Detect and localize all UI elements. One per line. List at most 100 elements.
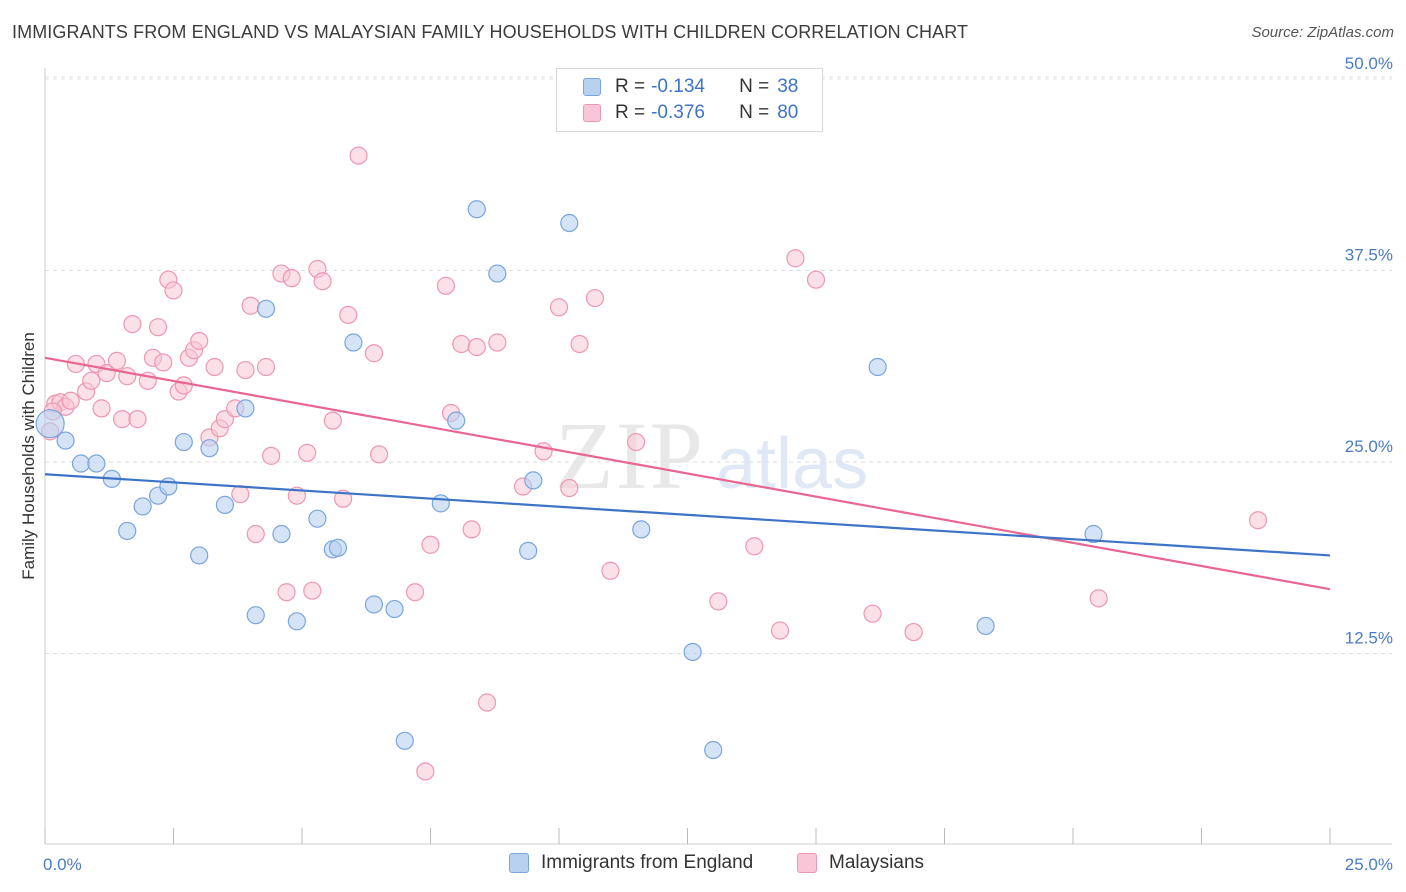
x-tick-label: 0.0% <box>43 855 82 874</box>
malaysians-point <box>339 305 358 325</box>
legend-r-label: R = <box>615 102 646 123</box>
england-point <box>272 524 291 544</box>
england-point <box>431 494 450 513</box>
malaysians-point <box>601 561 620 580</box>
malaysians-point <box>626 432 646 452</box>
malaysians-point <box>190 331 209 351</box>
malaysians-point <box>549 298 569 317</box>
malaysians-point <box>370 445 389 464</box>
england-point <box>236 399 255 418</box>
malaysians-point <box>82 371 101 390</box>
malaysians-point <box>282 269 301 288</box>
malaysians-point <box>246 524 265 544</box>
england-point <box>287 612 306 631</box>
england-point <box>488 264 507 283</box>
y-tick-label: 12.5% <box>1345 629 1393 648</box>
malaysians-point <box>904 622 923 642</box>
malaysians-point <box>349 146 368 165</box>
malaysians-point <box>467 338 486 357</box>
legend-item-england: Immigrants from England <box>509 852 753 874</box>
malaysians-point <box>786 249 805 268</box>
chart-title: IMMIGRANTS FROM ENGLAND VS MALAYSIAN FAM… <box>12 22 969 42</box>
malaysians-point <box>477 693 497 712</box>
y-tick-label: 37.5% <box>1345 246 1393 265</box>
malaysians-point <box>452 334 471 354</box>
legend-r-label: R = <box>615 76 646 97</box>
legend-swatch-england <box>509 853 529 873</box>
malaysians-trend-line <box>44 356 1331 591</box>
malaysians-point <box>92 399 111 418</box>
legend-r-value: -0.134 <box>651 76 705 97</box>
y-tick-label: 50.0% <box>1345 54 1393 73</box>
england-point <box>560 213 579 233</box>
malaysians-point <box>128 410 147 429</box>
malaysians-point <box>123 315 142 334</box>
malaysians-point <box>405 583 425 602</box>
malaysians-point <box>585 288 605 308</box>
malaysians-point <box>298 443 317 462</box>
england-point <box>704 740 723 760</box>
legend-swatch-malaysians <box>797 853 817 873</box>
source-label: Source: ZipAtlas.com <box>1251 24 1394 41</box>
malaysians-point <box>277 583 296 602</box>
axes <box>44 68 1392 845</box>
england-point <box>87 454 106 473</box>
trend-lines <box>44 356 1331 591</box>
malaysians-point <box>61 391 80 410</box>
england-point <box>246 606 265 625</box>
malaysians-point <box>488 333 507 352</box>
england-point <box>1084 524 1103 544</box>
malaysians-point <box>313 272 332 291</box>
y-tick-label: 25.0% <box>1345 437 1393 456</box>
legend-row-england: R = -0.134 N = 38 <box>583 75 798 99</box>
malaysians-point <box>236 360 255 380</box>
malaysians-point <box>323 411 342 430</box>
england-point <box>524 471 543 490</box>
legend-swatch-england <box>583 78 601 96</box>
correlation-legend: R = -0.134 N = 38 R = -0.376 N = 80 <box>556 68 823 132</box>
england-point <box>190 546 209 565</box>
malaysians-point <box>334 489 353 508</box>
england-point <box>976 616 995 636</box>
malaysians-point <box>231 485 250 504</box>
england-point <box>133 497 152 516</box>
england-point <box>174 432 193 452</box>
malaysians-point <box>1089 589 1108 608</box>
malaysians-point <box>745 537 764 556</box>
malaysians-point <box>416 762 435 781</box>
malaysians-point <box>421 535 440 554</box>
y-axis-label: Family Households with Children <box>19 332 38 580</box>
legend-n-label: N = <box>739 102 770 123</box>
malaysians-point <box>436 276 456 295</box>
malaysians-point <box>164 281 183 300</box>
legend-swatch-malaysians <box>583 104 601 122</box>
legend-n-value: 80 <box>777 102 799 123</box>
watermark-zip: ZIP <box>555 402 705 509</box>
england-point <box>215 495 234 514</box>
legend-r-value: -0.376 <box>651 102 705 123</box>
england-point <box>868 357 887 377</box>
malaysians-point <box>560 478 579 498</box>
malaysians-point <box>154 353 173 372</box>
england-point <box>200 439 219 458</box>
legend-row-malaysians: R = -0.376 N = 80 <box>583 101 798 125</box>
england-point <box>256 299 276 318</box>
england-point <box>56 431 75 450</box>
england-point <box>71 454 91 473</box>
watermark-atlas: atlas <box>716 424 868 504</box>
legend-item-malaysians: Malaysians <box>797 852 924 874</box>
malaysians-points <box>41 146 1268 781</box>
malaysians-point <box>1248 511 1268 530</box>
malaysians-point <box>262 446 281 465</box>
england-point <box>385 599 404 619</box>
england-point <box>364 595 384 614</box>
legend-n-value: 38 <box>777 76 799 97</box>
series-legend: Immigrants from England Malaysians <box>0 850 1406 880</box>
malaysians-point <box>570 334 589 354</box>
malaysians-point <box>112 410 132 429</box>
malaysians-point <box>709 592 728 611</box>
watermark: ZIP atlas <box>555 402 868 509</box>
malaysians-point <box>174 376 193 395</box>
malaysians-point <box>118 367 137 386</box>
